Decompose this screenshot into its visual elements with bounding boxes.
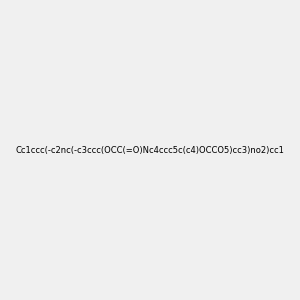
Text: Cc1ccc(-c2nc(-c3ccc(OCC(=O)Nc4ccc5c(c4)OCCO5)cc3)no2)cc1: Cc1ccc(-c2nc(-c3ccc(OCC(=O)Nc4ccc5c(c4)O…: [16, 146, 284, 154]
